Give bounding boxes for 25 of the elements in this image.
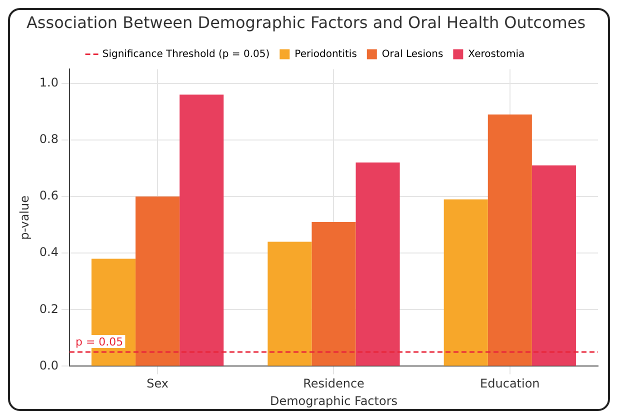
y-tick-label: 0.0 — [39, 358, 58, 372]
x-axis-title: Demographic Factors — [270, 394, 398, 408]
x-tick-label: Residence — [303, 376, 364, 391]
y-tick-label: 1.0 — [39, 75, 58, 90]
x-tick-label: Sex — [146, 376, 169, 391]
bar — [268, 242, 312, 366]
legend-label: Periodontitis — [294, 48, 357, 60]
legend-label: Xerostomia — [468, 48, 525, 60]
y-tick-label: 0.8 — [39, 132, 58, 146]
chart-title: Association Between Demographic Factors and Oral Health Outcomes — [26, 12, 586, 32]
x-tick-label: Education — [480, 376, 540, 391]
y-tick-label: 0.4 — [39, 245, 58, 260]
legend-label: Significance Threshold (p = 0.05) — [102, 48, 270, 60]
y-tick-label: 0.6 — [39, 188, 58, 203]
bar — [180, 94, 224, 366]
annotation: p = 0.05 — [75, 335, 124, 348]
bar — [488, 114, 532, 366]
bar — [312, 222, 356, 366]
y-axis-title: p-value — [17, 195, 32, 240]
bar — [136, 196, 180, 366]
bar — [532, 165, 576, 366]
y-tick-label: 0.2 — [39, 302, 58, 316]
legend-label: Oral Lesions — [382, 48, 444, 60]
bar — [444, 199, 488, 366]
bar — [356, 162, 400, 366]
